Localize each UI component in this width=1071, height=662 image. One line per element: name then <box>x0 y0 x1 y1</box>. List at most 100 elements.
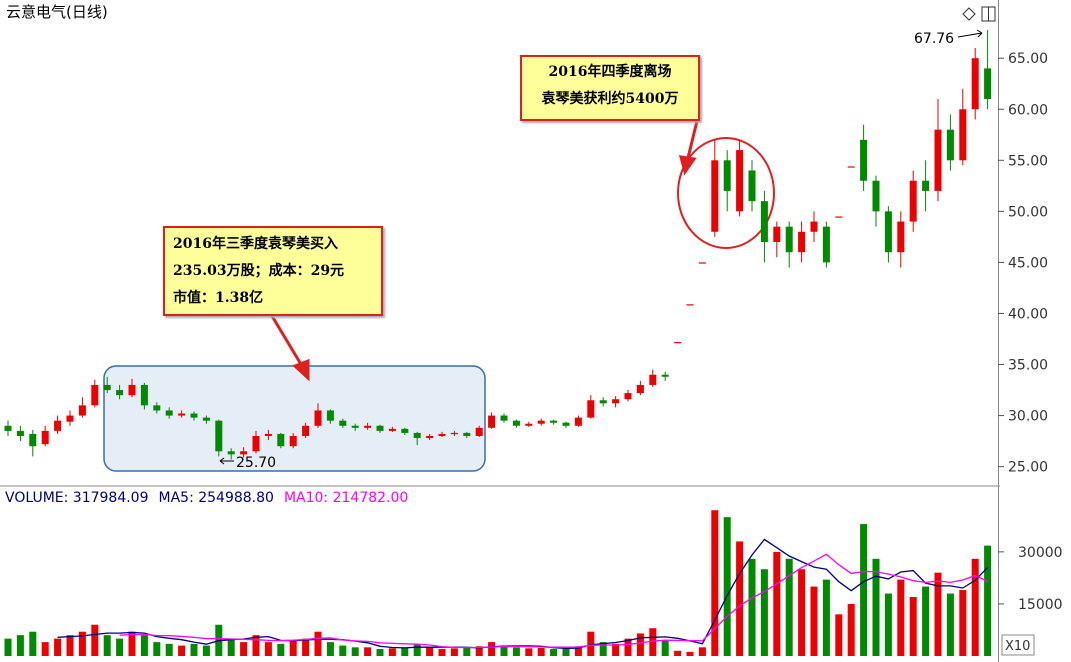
volume-bar <box>711 510 719 656</box>
y-tick-label: 50.00 <box>1008 204 1048 220</box>
volume-bar <box>326 642 334 656</box>
volume-bar <box>16 635 24 656</box>
volume-bar <box>872 558 880 656</box>
highlight-ellipse <box>677 137 775 249</box>
annotation-line: 2016年四季度离场 <box>548 64 672 80</box>
candle-body <box>227 451 235 455</box>
toolbar-icons[interactable] <box>962 6 996 22</box>
volume-bar <box>463 648 471 656</box>
candle-body <box>264 433 272 436</box>
volume-bar <box>426 647 434 656</box>
candle-body <box>463 432 471 436</box>
candle-body <box>760 201 768 242</box>
volume-bar <box>785 558 793 656</box>
volume-bar <box>574 646 582 656</box>
candle-body <box>190 413 198 418</box>
low-label: 25.70 <box>236 455 276 471</box>
volume-bar <box>562 648 570 656</box>
candle-body <box>909 180 917 222</box>
candle-body <box>29 433 37 447</box>
volume-bar <box>860 524 868 656</box>
volume-bar <box>302 638 310 656</box>
candle-body <box>103 384 111 391</box>
volume-bar <box>512 647 520 656</box>
candle-body <box>252 435 260 452</box>
candle-body <box>897 221 905 253</box>
y-tick-label: 30000 <box>1018 545 1063 561</box>
volume-bar <box>153 642 161 656</box>
candle-body <box>4 425 12 431</box>
candle-body <box>16 430 24 436</box>
volume-bar <box>91 624 99 656</box>
candle-body <box>128 384 136 396</box>
volume-bar <box>500 645 508 656</box>
candle-body <box>562 422 570 426</box>
candle-body <box>277 433 285 447</box>
volume-bar <box>339 645 347 656</box>
candle-body <box>723 160 731 191</box>
annotation-sell: 2016年四季度离场 袁琴美获利约5400万 <box>520 55 700 121</box>
volume-bar <box>252 635 260 656</box>
candle-body <box>388 428 396 431</box>
marker-arrows <box>219 29 983 465</box>
candle-body <box>946 129 954 161</box>
volume-bar <box>661 640 669 656</box>
candle-body <box>178 413 186 416</box>
volume-bar <box>525 648 533 656</box>
candle-body <box>686 304 694 306</box>
candle-body <box>450 432 458 435</box>
candle-body <box>773 226 781 242</box>
volume-bar <box>810 586 818 656</box>
high-label: 67.76 <box>914 31 954 47</box>
volume-bar <box>4 638 12 656</box>
volume-bar <box>227 638 235 656</box>
volume-bar <box>475 646 483 656</box>
volume-bar <box>686 651 694 656</box>
candle-body <box>884 211 892 253</box>
volume-bar <box>773 551 781 656</box>
candle-body <box>116 390 124 396</box>
candle-body <box>636 384 644 394</box>
candle-body <box>612 399 620 404</box>
candle-body <box>550 420 558 423</box>
legend-entry: MA10: 214782.00 <box>284 490 408 506</box>
highlight-box <box>103 365 486 472</box>
candle-body <box>649 374 657 385</box>
candle-body <box>810 221 818 232</box>
volume-bar <box>760 569 768 656</box>
candle-body <box>41 430 49 445</box>
volume-bar <box>674 650 682 656</box>
volume-bar <box>897 579 905 656</box>
y-tick-label: 60.00 <box>1008 102 1048 118</box>
candle-body <box>475 427 483 436</box>
volume-bar <box>748 558 756 656</box>
volume-bar <box>847 603 855 656</box>
candle-body <box>302 425 310 436</box>
candle-body <box>351 425 359 428</box>
candle-body <box>959 109 967 161</box>
volume-bar <box>612 643 620 656</box>
y-tick-label: 65.00 <box>1008 51 1048 67</box>
volume-bar <box>289 640 297 656</box>
volume-bar <box>934 572 942 656</box>
chart-title: 云意电气(日线) <box>6 3 108 21</box>
volume-bar <box>116 638 124 656</box>
volume-bar <box>401 647 409 656</box>
candle-body <box>376 425 384 431</box>
volume-bar <box>959 590 967 656</box>
candle-body <box>488 415 496 428</box>
candle-body <box>574 417 582 426</box>
candle-body <box>822 226 830 263</box>
volume-bar <box>240 642 248 656</box>
volume-bar <box>537 648 545 656</box>
annotation-line: 235.03万股；成本：29元 <box>173 263 345 279</box>
candle-body <box>202 417 210 421</box>
candle-body <box>240 451 248 455</box>
volume-bar <box>29 631 37 656</box>
candle-body <box>711 160 719 232</box>
annotation-buy: 2016年三季度袁琴美买入 235.03万股；成本：29元 市值：1.38亿 <box>163 226 383 316</box>
candle-body <box>661 374 669 377</box>
volume-bar <box>103 635 111 656</box>
unit-label: X10 <box>1005 639 1030 654</box>
